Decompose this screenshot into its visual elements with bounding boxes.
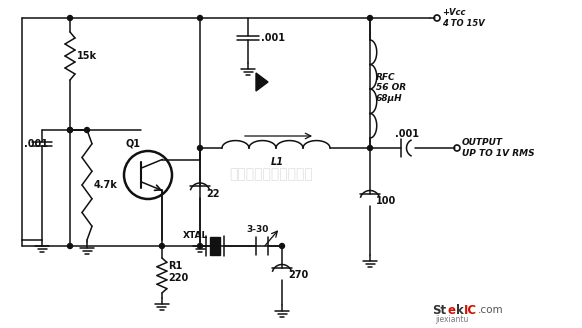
Circle shape [68, 128, 73, 133]
Text: St: St [432, 303, 446, 317]
Text: L1: L1 [271, 157, 284, 167]
Text: OUTPUT
UP TO 1V RMS: OUTPUT UP TO 1V RMS [462, 138, 535, 158]
Circle shape [197, 146, 203, 151]
Circle shape [367, 146, 372, 151]
Circle shape [197, 15, 203, 20]
Text: XTAL: XTAL [183, 232, 208, 240]
Text: 22: 22 [206, 189, 219, 199]
Text: +Vcc
4 TO 15V: +Vcc 4 TO 15V [442, 8, 485, 28]
Text: 3-30: 3-30 [246, 226, 268, 235]
Circle shape [84, 128, 90, 133]
Text: IC: IC [464, 303, 477, 317]
Text: 270: 270 [288, 271, 308, 280]
Text: jiexiantu: jiexiantu [435, 316, 469, 324]
Circle shape [68, 15, 73, 20]
Polygon shape [256, 73, 268, 91]
Circle shape [367, 15, 372, 20]
Text: .001: .001 [395, 129, 419, 139]
Text: 15k: 15k [77, 51, 97, 61]
Text: .001: .001 [261, 33, 285, 43]
Bar [210, 237, 220, 255]
Text: 杭州将睿科技有限公司: 杭州将睿科技有限公司 [229, 167, 313, 181]
Text: .com: .com [478, 305, 503, 315]
Circle shape [197, 243, 203, 249]
Text: .001: .001 [24, 139, 48, 149]
Text: Q1: Q1 [126, 138, 141, 148]
Circle shape [279, 243, 285, 249]
Text: 4.7k: 4.7k [94, 180, 118, 190]
Circle shape [159, 243, 165, 249]
Text: RFC
56 OR
68μH: RFC 56 OR 68μH [376, 73, 406, 103]
Circle shape [68, 128, 73, 133]
Text: k: k [456, 303, 464, 317]
Text: 100: 100 [376, 196, 396, 207]
Circle shape [68, 243, 73, 249]
Text: e: e [448, 303, 456, 317]
Text: R1
220: R1 220 [168, 261, 188, 283]
